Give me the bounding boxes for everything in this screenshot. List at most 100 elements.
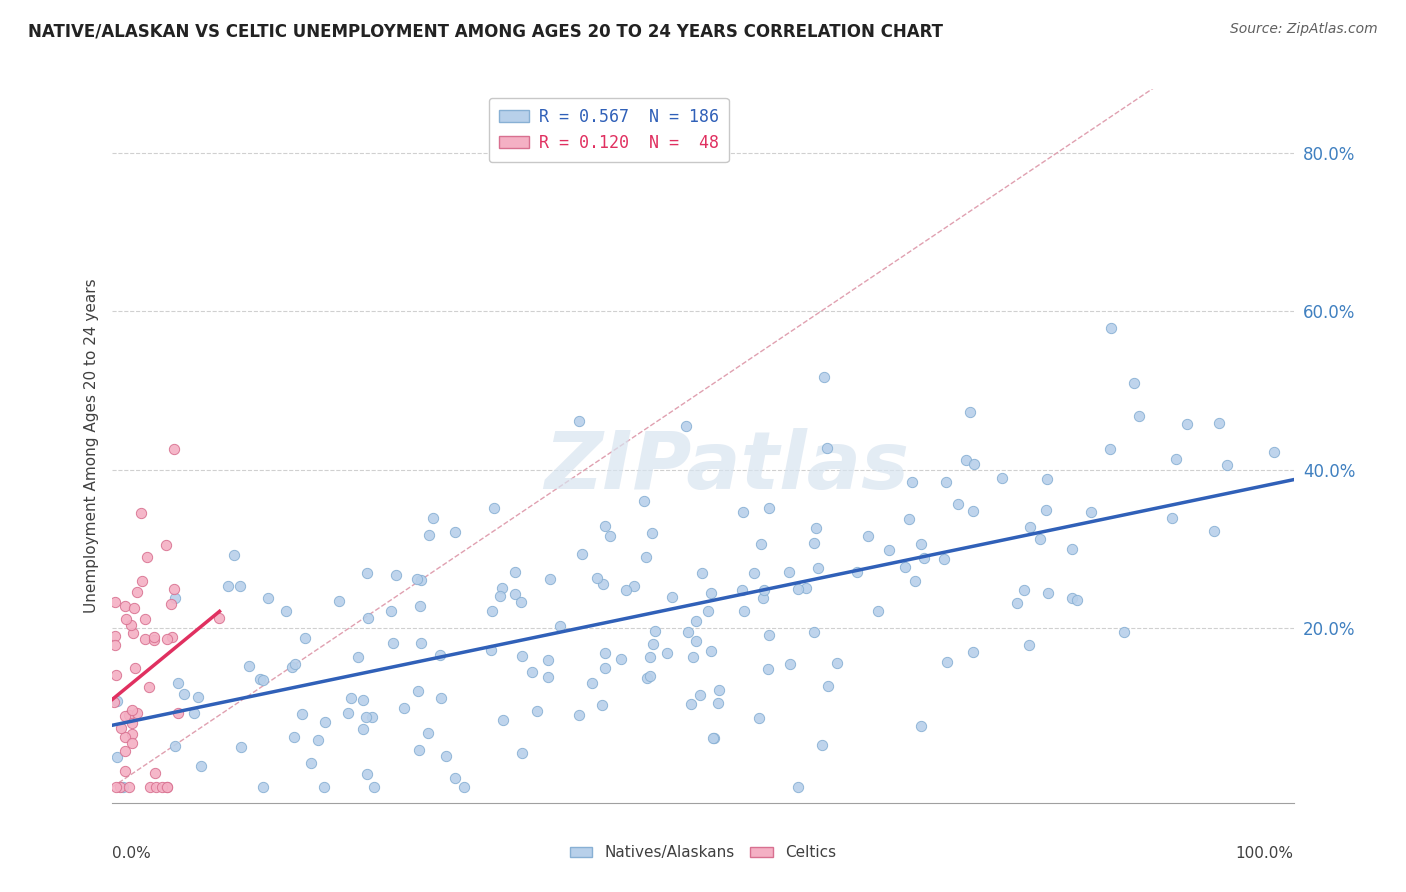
Point <box>657 646 679 660</box>
Point <box>794 582 817 596</box>
Y-axis label: Unemployment Among Ages 20 to 24 years: Unemployment Among Ages 20 to 24 years <box>83 278 98 614</box>
Text: ZIPatlas: ZIPatlas <box>544 428 910 507</box>
Point <box>312 780 335 794</box>
Point <box>280 660 302 674</box>
Point <box>510 648 533 663</box>
Point <box>165 591 187 606</box>
Point <box>593 518 616 533</box>
Point <box>813 370 835 384</box>
Point <box>352 693 374 707</box>
Point <box>156 632 179 646</box>
Point <box>1035 502 1057 516</box>
Point <box>307 732 329 747</box>
Point <box>1099 320 1122 334</box>
Point <box>340 690 363 705</box>
Point <box>409 636 432 650</box>
Point <box>121 736 143 750</box>
Point <box>955 452 977 467</box>
Point <box>681 697 703 711</box>
Point <box>548 619 571 633</box>
Point <box>1012 582 1035 597</box>
Point <box>845 565 868 579</box>
Point <box>1036 472 1059 486</box>
Point <box>105 694 128 708</box>
Point <box>110 721 132 735</box>
Point <box>641 526 664 541</box>
Point <box>537 670 560 684</box>
Point <box>1208 416 1230 430</box>
Point <box>443 524 465 539</box>
Point <box>591 698 613 712</box>
Point <box>160 630 183 644</box>
Point <box>963 457 986 471</box>
Point <box>1123 376 1146 391</box>
Point <box>897 512 920 526</box>
Point <box>114 764 136 779</box>
Point <box>962 504 984 518</box>
Point <box>122 626 145 640</box>
Point <box>156 780 179 794</box>
Point <box>125 584 148 599</box>
Point <box>252 780 274 794</box>
Point <box>700 644 723 658</box>
Point <box>815 441 838 455</box>
Point <box>910 719 932 733</box>
Point <box>104 638 127 652</box>
Point <box>208 611 231 625</box>
Point <box>571 548 593 562</box>
Point <box>165 739 187 754</box>
Point <box>623 579 645 593</box>
Point <box>150 780 173 794</box>
Point <box>231 739 253 754</box>
Point <box>643 637 665 651</box>
Point <box>224 549 246 563</box>
Point <box>690 566 713 581</box>
Point <box>416 726 439 740</box>
Point <box>702 731 724 745</box>
Point <box>581 675 603 690</box>
Point <box>910 537 932 551</box>
Text: Source: ZipAtlas.com: Source: ZipAtlas.com <box>1230 22 1378 37</box>
Point <box>380 604 402 618</box>
Point <box>138 680 160 694</box>
Point <box>592 576 614 591</box>
Point <box>699 586 721 600</box>
Point <box>877 542 900 557</box>
Point <box>108 780 131 794</box>
Point <box>294 631 316 645</box>
Point <box>538 572 561 586</box>
Point <box>479 643 502 657</box>
Point <box>249 672 271 686</box>
Point <box>526 704 548 718</box>
Point <box>787 780 810 794</box>
Point <box>361 710 384 724</box>
Point <box>1066 593 1088 607</box>
Point <box>409 599 432 613</box>
Point <box>703 731 725 745</box>
Point <box>510 746 533 760</box>
Point <box>105 750 128 764</box>
Point <box>115 612 138 626</box>
Point <box>492 713 515 727</box>
Point <box>356 566 378 580</box>
Point <box>754 582 776 597</box>
Point <box>134 632 156 646</box>
Point <box>104 628 127 642</box>
Point <box>661 590 683 604</box>
Point <box>453 780 475 794</box>
Point <box>160 597 183 611</box>
Point <box>1036 585 1059 599</box>
Point <box>803 624 825 639</box>
Point <box>751 536 773 550</box>
Point <box>422 511 444 525</box>
Point <box>682 650 704 665</box>
Point <box>609 652 631 666</box>
Point <box>825 657 848 671</box>
Point <box>134 612 156 626</box>
Point <box>811 738 834 752</box>
Point <box>143 630 166 644</box>
Point <box>394 700 416 714</box>
Point <box>636 550 658 565</box>
Point <box>336 706 359 720</box>
Point <box>143 632 166 647</box>
